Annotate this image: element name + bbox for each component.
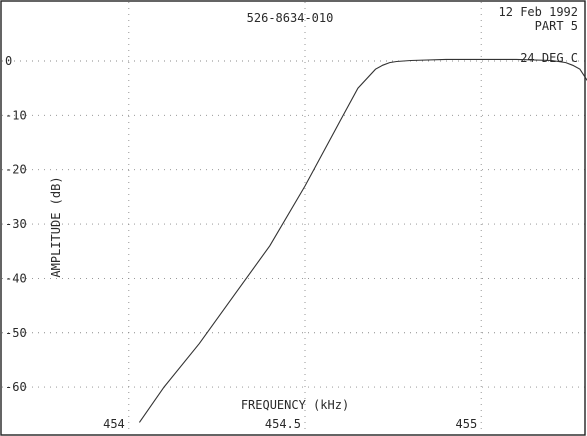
y-tick-label: -20 bbox=[5, 163, 27, 177]
x-tick-label: 454 bbox=[103, 417, 125, 431]
temperature-label: 24 DEG C bbox=[520, 51, 578, 65]
y-tick-label: 0 bbox=[5, 54, 12, 68]
x-tick-label: 455 bbox=[456, 417, 478, 431]
x-tick-label: 454.5 bbox=[265, 417, 301, 431]
y-tick-label: -10 bbox=[5, 108, 27, 122]
y-tick-label: -60 bbox=[5, 380, 27, 394]
part-label: PART 5 bbox=[535, 19, 578, 33]
y-tick-label: -40 bbox=[5, 271, 27, 285]
x-axis-label: FREQUENCY (kHz) bbox=[241, 398, 349, 412]
y-axis-label: AMPLITUDE (dB) bbox=[49, 176, 63, 277]
y-tick-label: -30 bbox=[5, 217, 27, 231]
series-line-response bbox=[138, 58, 587, 423]
chart-title: 526-8634-010 bbox=[247, 11, 334, 25]
date-label: 12 Feb 1992 bbox=[499, 5, 578, 19]
y-tick-label: -50 bbox=[5, 326, 27, 340]
